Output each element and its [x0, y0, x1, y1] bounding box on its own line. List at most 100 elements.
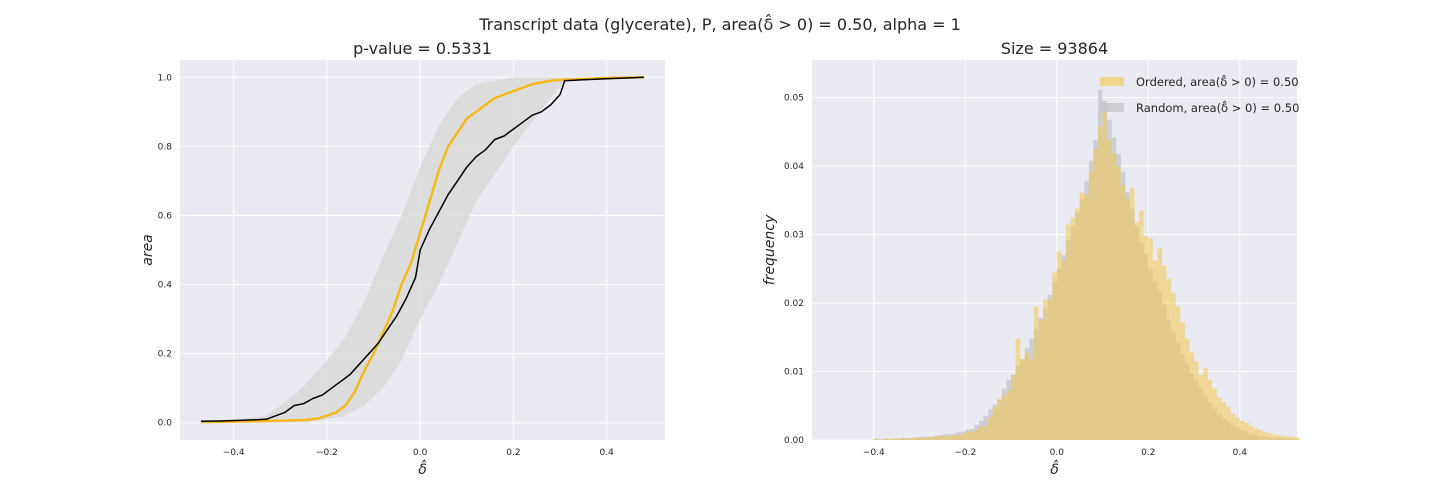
ordered-histogram-bar [992, 407, 998, 440]
histogram-legend: Ordered, area(δ̂ > 0) = 0.50 Random, are… [1100, 73, 1299, 115]
right-panel-title: Size = 93864 [1001, 39, 1108, 58]
ordered-histogram-bar [1203, 368, 1208, 440]
ordered-histogram-bar [882, 438, 888, 440]
ordered-histogram-bar [942, 435, 947, 440]
ordered-histogram-bar [1248, 426, 1254, 440]
ordered-histogram-bar [1024, 352, 1030, 440]
right-y-tick-label: 0.00 [784, 436, 804, 446]
ordered-histogram-bar [933, 436, 938, 440]
legend-label-ordered: Ordered, area(δ̂ > 0) = 0.50 [1136, 73, 1299, 89]
ordered-histogram-bar [1006, 390, 1012, 440]
ordered-histogram-bar [969, 431, 975, 440]
left-x-axis-label: δ̂ [418, 459, 427, 478]
ordered-histogram-bar [1258, 429, 1263, 440]
ordered-histogram-bar [1139, 210, 1144, 440]
right-y-tick-label: 0.02 [784, 299, 804, 309]
ordered-histogram-bar [910, 437, 915, 440]
ordered-histogram-bar [1061, 260, 1066, 440]
ordered-histogram-bar [1097, 126, 1103, 440]
ordered-histogram-bar [1011, 374, 1016, 440]
left-y-tick-label: 1.0 [158, 73, 173, 83]
ordered-area-line [200, 76, 645, 424]
right-y-tick-labels: 0.00 0.01 0.02 0.03 0.04 0.05 [784, 94, 804, 446]
ordered-histogram-bar [1212, 388, 1217, 440]
ordered-histogram-bar [1033, 306, 1039, 440]
ordered-histogram-bar [1189, 352, 1195, 440]
ordered-histogram-bar [1148, 238, 1153, 440]
ordered-histogram-bar [1070, 217, 1076, 440]
ordered-histogram-bar [1162, 265, 1167, 440]
ordered-histogram-bar [1198, 374, 1204, 440]
ordered-histogram-bar [1239, 420, 1245, 440]
histogram-panel: −0.4 −0.2 0.0 0.2 0.4 0.000.010.020.030.040.… [762, 39, 1299, 478]
ordered-histogram-bar [1130, 188, 1135, 440]
area-curve-panel: −0.4 −0.2 0.0 0.2 0.4 0.0 0.2 0.4 0.6 0.8 1.0 p-v… [140, 39, 665, 478]
ordered-histogram-bar [901, 438, 906, 440]
ordered-histogram-bar [914, 437, 920, 440]
ordered-histogram-bar [1157, 248, 1163, 440]
left-x-tick-label: 0.0 [413, 448, 428, 458]
ordered-histogram-bars [873, 109, 1300, 441]
ordered-histogram-bar [1020, 359, 1025, 440]
legend-swatch-ordered [1100, 77, 1124, 86]
ordered-histogram-bar [1116, 166, 1121, 440]
figure-suptitle: Transcript data (glycerate), P, area(δ̂ … [478, 14, 961, 34]
right-x-tick-label: −0.2 [954, 448, 976, 458]
left-series-lines [200, 76, 645, 424]
right-y-tick-label: 0.01 [784, 368, 804, 378]
ordered-histogram-bar [1235, 417, 1240, 440]
ordered-histogram-bar [988, 417, 993, 440]
random-band-area [201, 77, 644, 423]
ordered-histogram-bar [956, 435, 961, 440]
legend-label-random: Random, area(δ̂ > 0) = 0.50 [1136, 99, 1299, 115]
right-x-tick-labels: −0.4 −0.2 0.0 0.2 0.4 [863, 448, 1247, 458]
ordered-histogram-bar [1253, 428, 1259, 440]
ordered-histogram-bar [1043, 299, 1048, 440]
ordered-histogram-bar [1038, 320, 1044, 440]
ordered-histogram-bar [1216, 397, 1222, 440]
left-x-tick-labels: −0.4 −0.2 0.0 0.2 0.4 [223, 448, 614, 458]
right-x-tick-label: −0.4 [863, 448, 885, 458]
ordered-histogram-bar [887, 438, 893, 440]
ordered-histogram-bar [905, 438, 911, 440]
ordered-histogram-bar [1230, 413, 1236, 440]
ordered-histogram-bar [1207, 379, 1213, 440]
left-x-tick-label: 0.2 [506, 448, 520, 458]
ordered-histogram-bar [1052, 272, 1057, 440]
ordered-histogram-bar [1221, 402, 1227, 440]
ordered-histogram-bar [1001, 395, 1007, 440]
ordered-histogram-bar [1111, 153, 1117, 441]
ordered-histogram-bar [1180, 322, 1185, 440]
left-x-tick-label: 0.4 [600, 448, 615, 458]
right-y-tick-label: 0.03 [784, 231, 804, 241]
ordered-histogram-bar [1093, 149, 1098, 440]
right-x-tick-label: 0.4 [1233, 448, 1248, 458]
ordered-histogram-bar [1171, 292, 1176, 440]
left-y-tick-label: 0.8 [158, 142, 173, 152]
ordered-histogram-bar [1079, 192, 1085, 440]
ordered-histogram-bar [1088, 171, 1094, 440]
ordered-histogram-bar [1065, 224, 1071, 440]
left-y-axis-label: area [140, 234, 156, 266]
ordered-histogram-bar [1280, 435, 1286, 440]
left-x-tick-label: −0.2 [316, 448, 338, 458]
random-confidence-band [201, 77, 644, 423]
right-y-axis-label: frequency [762, 214, 778, 285]
ordered-histogram-bar [873, 438, 879, 440]
random-area-line [200, 76, 645, 423]
ordered-histogram-bar [1125, 198, 1130, 440]
ordered-histogram-bar [1047, 299, 1053, 440]
ordered-histogram-bar [1134, 222, 1140, 440]
ordered-histogram-bar [960, 434, 966, 440]
ordered-histogram-bar [1143, 235, 1149, 440]
ordered-histogram-bar [997, 398, 1002, 440]
legend-swatch-random [1100, 103, 1124, 112]
ordered-histogram-bar [1267, 433, 1272, 440]
right-x-axis-label: δ̂ [1050, 459, 1059, 478]
ordered-histogram-bar [1107, 140, 1112, 441]
ordered-histogram-bar [1285, 436, 1291, 440]
ordered-histogram-bar [1120, 185, 1126, 440]
ordered-histogram-bar [1152, 260, 1158, 440]
ordered-histogram-bar [924, 437, 929, 440]
ordered-histogram-bar [1294, 437, 1300, 440]
